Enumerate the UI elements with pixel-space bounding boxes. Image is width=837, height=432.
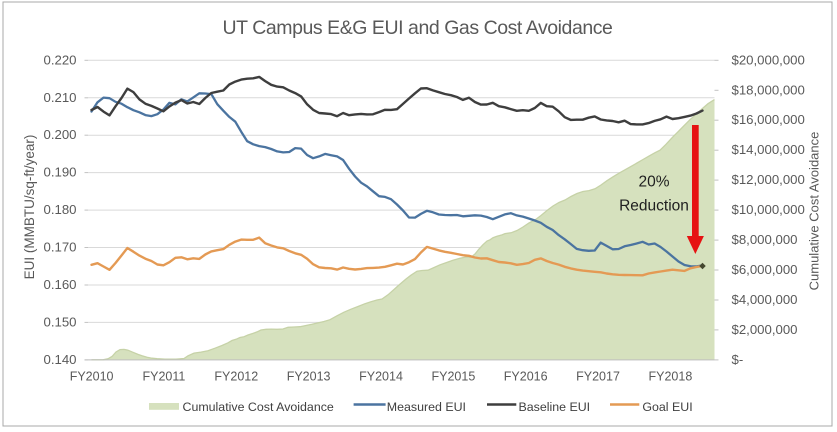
svg-text:0.180: 0.180 — [43, 202, 76, 217]
svg-text:$-: $- — [732, 352, 744, 367]
svg-text:$14,000,000: $14,000,000 — [732, 142, 805, 157]
svg-text:Goal EUI: Goal EUI — [642, 400, 692, 414]
svg-text:$16,000,000: $16,000,000 — [732, 112, 805, 127]
svg-text:$4,000,000: $4,000,000 — [732, 292, 798, 307]
svg-text:$2,000,000: $2,000,000 — [732, 322, 798, 337]
svg-text:FY2014: FY2014 — [359, 370, 403, 384]
svg-text:$8,000,000: $8,000,000 — [732, 232, 798, 247]
svg-text:0.160: 0.160 — [43, 277, 76, 292]
svg-text:Cumulative Cost Avoidance: Cumulative Cost Avoidance — [183, 400, 334, 414]
svg-text:0.150: 0.150 — [43, 314, 76, 329]
svg-text:UT Campus E&G EUI and Gas Cost: UT Campus E&G EUI and Gas Cost Avoidance — [223, 17, 613, 39]
svg-text:0.220: 0.220 — [43, 52, 76, 67]
svg-text:FY2017: FY2017 — [576, 370, 620, 384]
svg-text:Cumulative Cost Avoidance: Cumulative Cost Avoidance — [807, 132, 822, 291]
svg-text:$12,000,000: $12,000,000 — [732, 172, 805, 187]
svg-text:$18,000,000: $18,000,000 — [732, 82, 805, 97]
svg-text:FY2015: FY2015 — [432, 370, 476, 384]
svg-text:$10,000,000: $10,000,000 — [732, 202, 805, 217]
svg-text:FY2013: FY2013 — [287, 370, 331, 384]
svg-text:FY2016: FY2016 — [504, 370, 548, 384]
svg-text:FY2012: FY2012 — [214, 370, 258, 384]
svg-text:0.190: 0.190 — [43, 165, 76, 180]
svg-text:0.140: 0.140 — [43, 352, 76, 367]
svg-text:20%: 20% — [638, 174, 669, 191]
svg-text:0.210: 0.210 — [43, 90, 76, 105]
svg-text:FY2018: FY2018 — [649, 370, 693, 384]
svg-text:$6,000,000: $6,000,000 — [732, 262, 798, 277]
svg-text:0.200: 0.200 — [43, 127, 76, 142]
svg-text:EUI (MMBTU/sq-ft/year): EUI (MMBTU/sq-ft/year) — [22, 135, 37, 280]
svg-text:FY2010: FY2010 — [70, 370, 114, 384]
svg-text:Measured EUI: Measured EUI — [387, 400, 466, 414]
svg-text:Baseline EUI: Baseline EUI — [519, 400, 591, 414]
svg-text:Reduction: Reduction — [619, 198, 689, 215]
svg-text:0.170: 0.170 — [43, 240, 76, 255]
svg-text:$20,000,000: $20,000,000 — [732, 52, 805, 67]
svg-text:FY2011: FY2011 — [142, 370, 185, 384]
